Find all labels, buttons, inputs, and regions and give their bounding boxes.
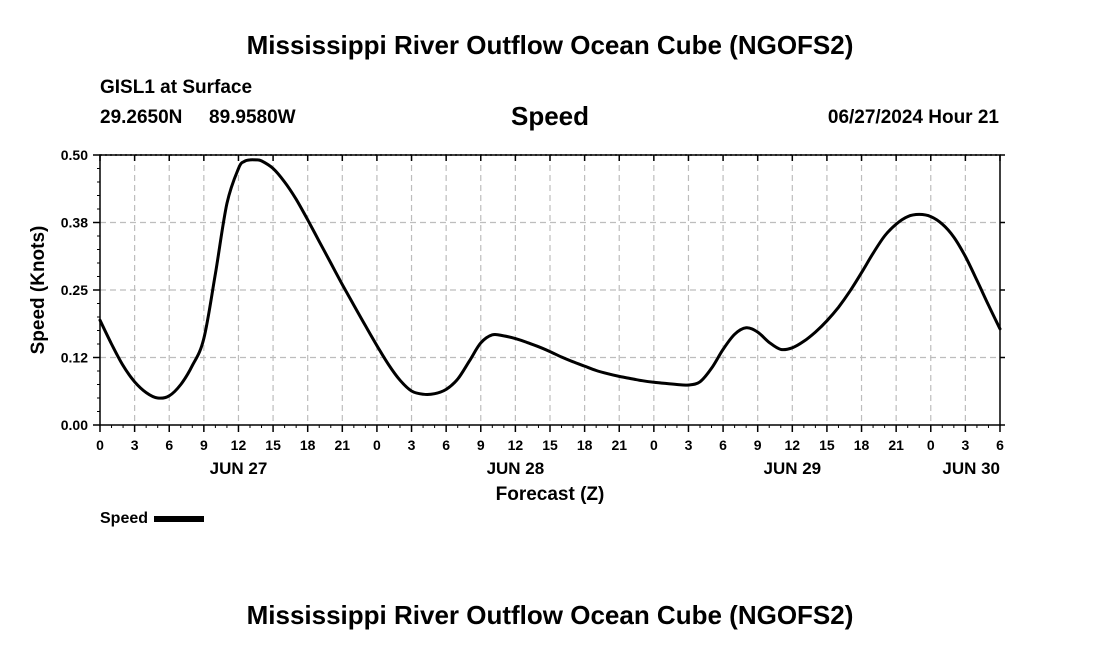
legend: Speed [100, 510, 205, 528]
page-title: Mississippi River Outflow Ocean Cube (NG… [246, 30, 854, 60]
grid-lines [100, 155, 1000, 425]
y-tick-label: 0.50 [61, 147, 88, 163]
chart-title: Speed [510, 101, 590, 131]
timestamp-label: 06/27/2024 Hour 21 [827, 107, 999, 128]
x-tick-label: 3 [131, 437, 139, 453]
x-tick-label: 6 [996, 437, 1004, 453]
x-tick-label: 0 [927, 437, 935, 453]
x-tick-label: 6 [165, 437, 173, 453]
x-tick-label: 15 [265, 437, 281, 453]
x-tick-label: 18 [854, 437, 870, 453]
x-tick-label: 9 [477, 437, 485, 453]
x-tick-label: 21 [335, 437, 351, 453]
y-tick-label: 0.00 [61, 417, 88, 433]
legend-swatch-speed [154, 515, 205, 522]
x-axis-label: Forecast (Z) [496, 484, 605, 505]
y-tick-label: 0.12 [61, 350, 88, 366]
x-date-label: JUN 30 [942, 459, 1000, 478]
x-tick-label: 12 [785, 437, 801, 453]
x-tick-label: 0 [650, 437, 658, 453]
x-tick-label: 18 [300, 437, 316, 453]
axis-ticks [93, 154, 1005, 432]
x-tick-label: 0 [373, 437, 381, 453]
x-tick-label: 3 [685, 437, 693, 453]
x-date-label: JUN 29 [763, 459, 821, 478]
longitude-label: 89.9580W [209, 107, 296, 128]
x-tick-label: 3 [408, 437, 416, 453]
x-tick-label: 15 [819, 437, 835, 453]
x-date-label: JUN 28 [487, 459, 545, 478]
speed-chart: 0 3 6 9 12 15 18 21 0 3 6 9 12 15 18 21 0 3 6 9 12 15 18 21 0 3 6 0… [28, 147, 1005, 505]
station-label: GISL1 at Surface [100, 77, 253, 98]
x-tick-label: 12 [508, 437, 524, 453]
latitude-label: 29.2650N [100, 107, 183, 128]
legend-label-speed: Speed [100, 510, 149, 527]
x-date-label: JUN 27 [210, 459, 268, 478]
x-tick-label: 6 [442, 437, 450, 453]
y-tick-label: 0.25 [61, 282, 88, 298]
x-tick-label: 18 [577, 437, 593, 453]
x-tick-label: 21 [888, 437, 904, 453]
x-tick-label: 21 [611, 437, 627, 453]
x-tick-label: 12 [231, 437, 247, 453]
series-line-speed [98, 158, 1002, 400]
x-tick-label: 3 [961, 437, 969, 453]
y-tick-label: 0.38 [61, 215, 88, 231]
x-tick-label: 9 [754, 437, 762, 453]
x-tick-label: 0 [96, 437, 104, 453]
x-tick-label: 9 [200, 437, 208, 453]
footer-title: Mississippi River Outflow Ocean Cube (NG… [246, 600, 854, 630]
y-axis-label: Speed (Knots) [28, 226, 49, 355]
x-tick-label: 15 [542, 437, 558, 453]
x-tick-label: 6 [719, 437, 727, 453]
axis-labels: 0 3 6 9 12 15 18 21 0 3 6 9 12 15 18 21 0 3 6 9 12 15 18 21 0 3 6 0… [61, 147, 1004, 478]
